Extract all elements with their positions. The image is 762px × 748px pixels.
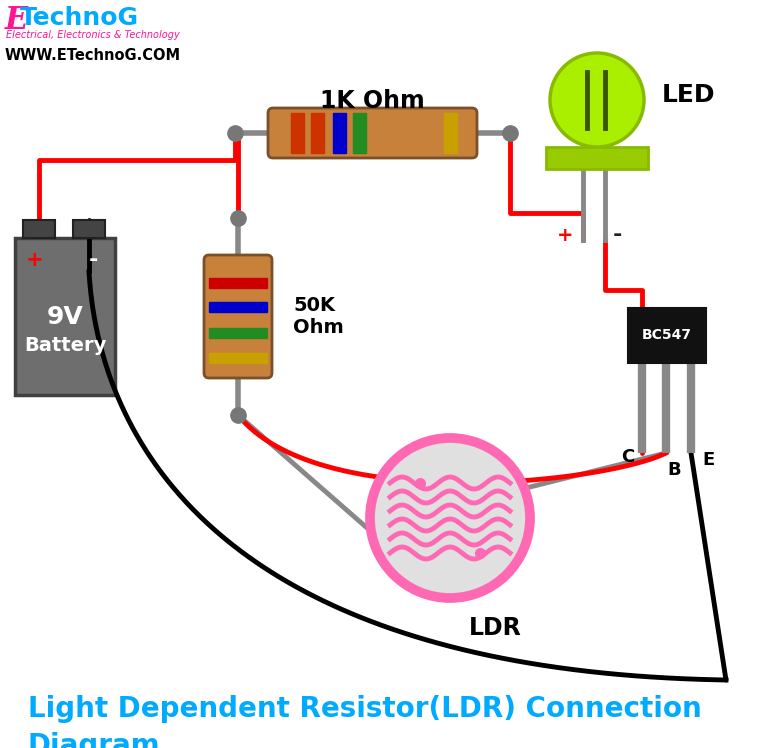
Text: 1K Ohm: 1K Ohm xyxy=(319,89,424,113)
FancyBboxPatch shape xyxy=(204,255,272,378)
Bar xyxy=(209,328,267,338)
Text: WWW.ETechnoG.COM: WWW.ETechnoG.COM xyxy=(5,48,181,63)
FancyBboxPatch shape xyxy=(73,220,105,238)
Text: E: E xyxy=(703,451,715,469)
Bar xyxy=(311,113,324,153)
Bar xyxy=(333,113,346,153)
FancyBboxPatch shape xyxy=(268,108,477,158)
Text: TechnoG: TechnoG xyxy=(20,6,139,30)
Text: -: - xyxy=(613,225,622,245)
Bar xyxy=(209,278,267,288)
Text: Battery: Battery xyxy=(24,336,106,355)
Bar xyxy=(209,353,267,363)
Text: E: E xyxy=(5,5,28,36)
Text: BC547: BC547 xyxy=(642,328,692,342)
Text: 9V: 9V xyxy=(46,305,83,329)
Circle shape xyxy=(370,438,530,598)
Bar xyxy=(209,302,267,312)
Text: Electrical, Electronics & Technology: Electrical, Electronics & Technology xyxy=(6,30,180,40)
Text: 50K
Ohm: 50K Ohm xyxy=(293,295,344,337)
Text: +: + xyxy=(26,250,43,270)
FancyBboxPatch shape xyxy=(15,238,115,395)
Bar xyxy=(209,352,267,362)
FancyBboxPatch shape xyxy=(23,220,55,238)
Text: B: B xyxy=(668,461,680,479)
Text: -: - xyxy=(88,250,98,270)
Circle shape xyxy=(550,53,644,147)
Text: LDR: LDR xyxy=(469,616,521,640)
Bar xyxy=(353,113,366,153)
Text: +: + xyxy=(557,225,573,245)
Text: LED: LED xyxy=(662,83,716,107)
Bar xyxy=(291,113,304,153)
FancyBboxPatch shape xyxy=(546,147,648,169)
Text: Light Dependent Resistor(LDR) Connection
Diagram: Light Dependent Resistor(LDR) Connection… xyxy=(28,695,702,748)
Text: C: C xyxy=(621,448,635,466)
FancyBboxPatch shape xyxy=(628,308,706,363)
Bar xyxy=(444,113,457,153)
